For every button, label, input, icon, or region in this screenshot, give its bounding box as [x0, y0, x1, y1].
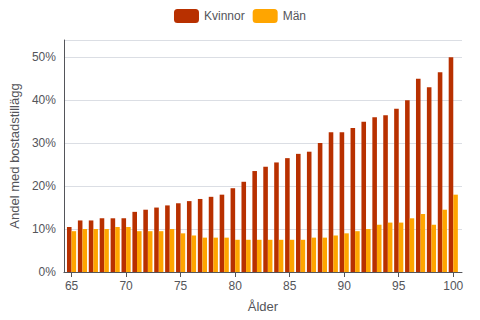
svg-text:0%: 0%: [39, 265, 57, 279]
svg-text:100: 100: [443, 279, 463, 293]
svg-text:10%: 10%: [32, 222, 56, 236]
svg-text:65: 65: [65, 279, 79, 293]
svg-text:Kvinnor: Kvinnor: [204, 9, 245, 23]
svg-text:20%: 20%: [32, 179, 56, 193]
svg-text:Andel med bostadstillägg: Andel med bostadstillägg: [7, 83, 22, 228]
svg-text:Ålder: Ålder: [248, 299, 279, 314]
svg-text:95: 95: [392, 279, 406, 293]
svg-text:80: 80: [228, 279, 242, 293]
svg-text:Män: Män: [283, 9, 306, 23]
svg-text:75: 75: [174, 279, 188, 293]
svg-text:70: 70: [119, 279, 133, 293]
svg-text:90: 90: [338, 279, 352, 293]
svg-text:50%: 50%: [32, 50, 56, 64]
svg-text:30%: 30%: [32, 136, 56, 150]
svg-text:40%: 40%: [32, 93, 56, 107]
svg-text:85: 85: [283, 279, 297, 293]
